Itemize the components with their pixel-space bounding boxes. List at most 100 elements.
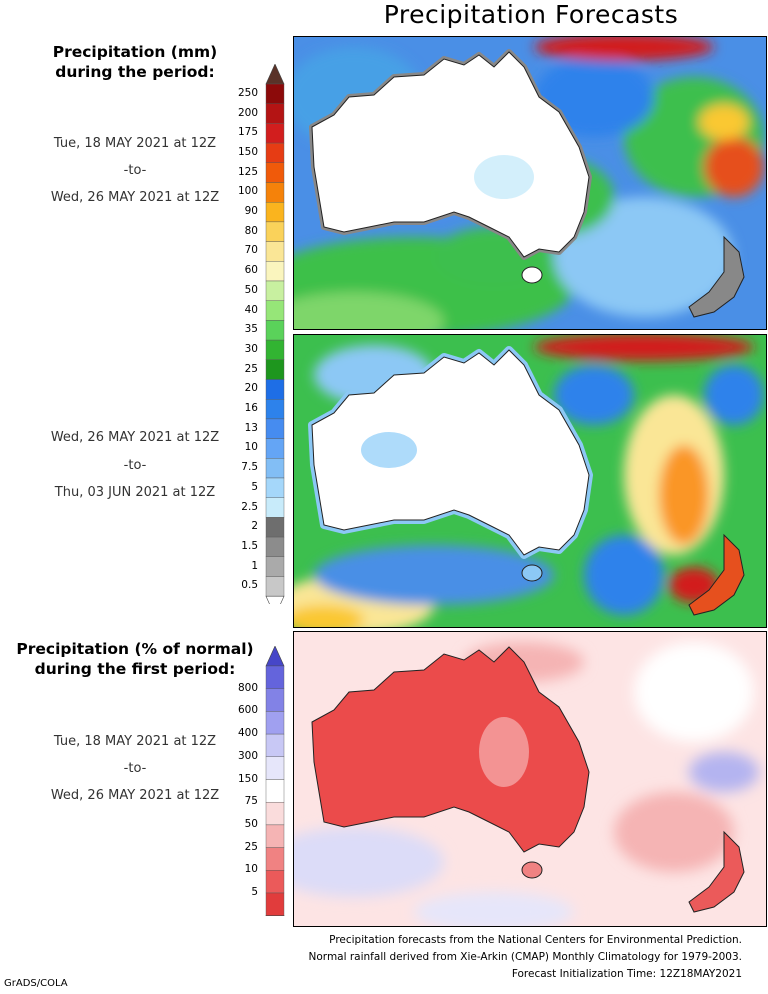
mm_legend-swatch: [265, 458, 285, 479]
mm_legend-swatch: [265, 517, 285, 538]
mm_legend-tick-label: 1: [251, 559, 258, 572]
pct_legend-tick-label: 300: [237, 749, 258, 762]
mm_legend-tick-label: 40: [244, 303, 258, 316]
period2-end: Thu, 03 JUN 2021 at 12Z: [54, 485, 216, 500]
pct_legend-tick-label: 800: [237, 681, 258, 694]
pct-legend-title-line1: Precipitation (% of normal): [16, 640, 254, 658]
map-panel-period1: [293, 36, 767, 330]
mm_legend-swatch: [265, 556, 285, 577]
mm_legend-tick-label: 16: [244, 402, 258, 415]
mm_legend-tick-label: 30: [244, 342, 258, 355]
mm_legend-tick-label: 80: [244, 224, 258, 237]
mm_legend-tick-label: 10: [244, 441, 258, 454]
pct_legend-swatch: [265, 870, 285, 894]
pct_legend-swatch: [265, 892, 285, 916]
period2-start: Wed, 26 MAY 2021 at 12Z: [50, 430, 220, 445]
pct_legend-swatch: [265, 711, 285, 735]
pct-legend-title-line2: during the first period:: [34, 660, 236, 678]
period2-sep: -to-: [123, 458, 147, 473]
period1-sep: -to-: [123, 163, 147, 178]
mm_legend-tick-label: 35: [244, 323, 258, 336]
period3-sep: -to-: [123, 761, 147, 776]
pct_legend-tick-label: 600: [237, 704, 258, 717]
mm_legend-swatch: [265, 418, 285, 439]
mm_legend-swatch: [265, 536, 285, 558]
pct-legend-title: Precipitation (% of normal) during the f…: [0, 639, 270, 679]
mm_legend-swatch: [265, 162, 285, 183]
mm_legend-tick-label: 60: [244, 264, 258, 277]
pct_legend-tick-label: 5: [251, 886, 258, 898]
mm_legend-tick-label: 2: [251, 520, 258, 533]
mm_legend-swatch: [265, 261, 285, 282]
mm_legend-swatch: [265, 477, 285, 498]
mm-legend-title: Precipitation (mm) during the period:: [0, 42, 270, 82]
percent-normal-map: [294, 632, 766, 926]
mm_legend-tick-label: 2.5: [241, 500, 258, 513]
pct_legend-swatch: [265, 847, 285, 871]
pct_legend-swatch: [265, 733, 285, 757]
mm_legend-tick-label: 175: [237, 126, 258, 139]
pct_legend-swatch: [265, 665, 285, 689]
mm-legend-title-line1: Precipitation (mm): [52, 43, 218, 61]
period3-end: Wed, 26 MAY 2021 at 12Z: [50, 788, 220, 803]
pct_legend-tick-label: 75: [244, 795, 258, 808]
mm_legend-swatch: [265, 241, 285, 262]
pct_legend-top-cap: [265, 646, 285, 667]
mm_legend-tick-label: 100: [237, 185, 258, 198]
mm_legend-tick-label: 0.5: [241, 579, 258, 592]
mm_legend-tick-label: 25: [244, 362, 258, 375]
mm_legend-tick-label: 20: [244, 382, 258, 395]
pct_legend-tick-label: 50: [244, 817, 258, 830]
mm_legend-tick-label: 200: [237, 106, 258, 119]
mm_legend-tick-label: 90: [244, 205, 258, 218]
footer-line1: Precipitation forecasts from the Nationa…: [329, 934, 742, 946]
pct_legend-tick-label: 150: [237, 772, 258, 785]
mm_legend-swatch: [265, 320, 285, 341]
pct_legend-swatch: [265, 756, 285, 780]
map-panel-period2: [293, 334, 767, 628]
precip-map-period1: [294, 37, 766, 329]
period1-end: Wed, 26 MAY 2021 at 12Z: [50, 190, 220, 205]
pct_legend-swatch: [265, 801, 285, 826]
pct_legend-swatch: [265, 824, 285, 848]
map-panel-percent-normal: [293, 631, 767, 927]
mm_legend-swatch: [265, 438, 285, 459]
mm_legend-tick-label: 50: [244, 283, 258, 296]
mm_legend-swatch: [265, 497, 285, 518]
pct_legend-tick-label: 25: [244, 840, 258, 853]
mm_legend-swatch: [265, 359, 285, 380]
mm-legend-title-line2: during the period:: [55, 63, 215, 81]
mm_legend-tick-label: 13: [244, 421, 258, 434]
period3-start: Tue, 18 MAY 2021 at 12Z: [53, 734, 217, 749]
mm_legend-swatch: [265, 201, 285, 223]
mm_legend-swatch: [265, 182, 285, 203]
page-title: Precipitation Forecasts: [383, 0, 679, 29]
mm_legend-tick-label: 150: [237, 145, 258, 158]
credit-label: GrADS/COLA: [4, 978, 68, 989]
mm_legend-swatch: [265, 103, 285, 124]
footer-line3: Forecast Initialization Time: 12Z18MAY20…: [511, 968, 742, 980]
pct_legend-tick-label: 10: [244, 863, 258, 876]
pct_legend-tick-label: 400: [237, 727, 258, 740]
mm_legend-swatch: [265, 379, 285, 400]
mm_legend-tick-label: 125: [237, 165, 258, 178]
precip-map-period2: [294, 335, 766, 627]
pct-colorbar: [265, 646, 285, 916]
mm_legend-tick-label: 5: [251, 480, 258, 493]
pct_legend-swatch: [265, 688, 285, 712]
mm-colorbar: [265, 64, 285, 604]
mm_legend-swatch: [265, 399, 285, 420]
mm_legend-tick-label: 70: [244, 244, 258, 257]
mm_legend-swatch: [265, 576, 285, 597]
mm_legend-bottom-cap: [265, 595, 285, 604]
mm_legend-top-cap: [265, 64, 285, 85]
mm_legend-tick-label: 7.5: [241, 461, 258, 474]
mm_legend-swatch: [265, 142, 285, 163]
mm_legend-swatch: [265, 123, 285, 144]
mm_legend-tick-label: 250: [237, 86, 258, 99]
mm_legend-swatch: [265, 339, 285, 361]
period1-start: Tue, 18 MAY 2021 at 12Z: [53, 136, 217, 151]
mm_legend-swatch: [265, 83, 285, 104]
mm_legend-swatch: [265, 300, 285, 321]
footer-line2: Normal rainfall derived from Xie-Arkin (…: [308, 951, 742, 963]
